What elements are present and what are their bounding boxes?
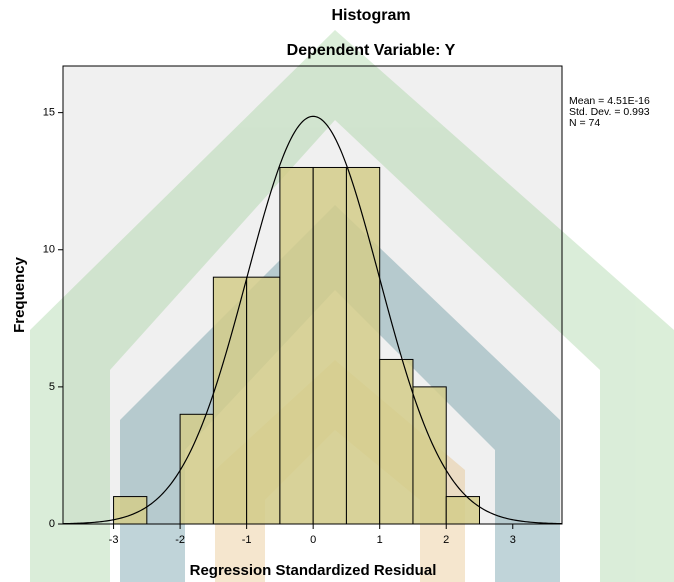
- stat-label: N = 74: [569, 117, 600, 129]
- bar: [213, 277, 246, 524]
- bar: [280, 167, 313, 524]
- bar: [446, 497, 479, 524]
- x-axis-title: Regression Standardized Residual: [190, 562, 437, 579]
- bar: [180, 414, 213, 524]
- x-tick-label: 2: [443, 534, 449, 546]
- chart-subtitle: Dependent Variable: Y: [287, 42, 456, 59]
- bar: [247, 277, 280, 524]
- y-tick-label: 10: [43, 244, 55, 256]
- chart-title: Histogram: [331, 7, 410, 24]
- y-tick-label: 5: [49, 381, 55, 393]
- y-axis-title: Frequency: [11, 256, 28, 333]
- bar: [380, 359, 413, 524]
- x-tick-label: -2: [175, 534, 185, 546]
- bar: [313, 167, 346, 524]
- bar: [346, 167, 379, 524]
- x-tick-label: 0: [310, 534, 316, 546]
- x-tick-label: -1: [242, 534, 252, 546]
- y-tick-label: 15: [43, 107, 55, 119]
- y-tick-label: 0: [49, 518, 55, 530]
- chart: Histogram Dependent Variable: Y Regressi…: [0, 0, 674, 582]
- x-tick-label: 1: [377, 534, 383, 546]
- x-tick-label: 3: [510, 534, 516, 546]
- x-tick-label: -3: [109, 534, 119, 546]
